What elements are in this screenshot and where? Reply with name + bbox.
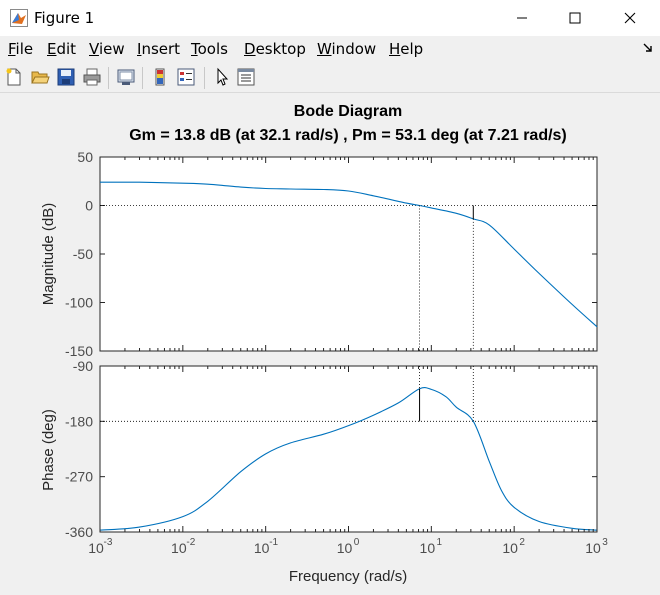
menu-edit[interactable]: Edit <box>47 40 77 58</box>
frequency-xlabel: Frequency (rad/s) <box>289 568 407 585</box>
magnitude-tick-label: 50 <box>77 149 93 165</box>
toolbar-separator <box>142 67 143 89</box>
magnitude-tick-label: 0 <box>85 198 93 214</box>
phase-tick-label: -270 <box>65 469 93 485</box>
window-title: Figure 1 <box>34 9 95 27</box>
close-icon <box>624 12 636 24</box>
new-figure-icon[interactable] <box>4 67 24 87</box>
x-tick-label: 10-2 <box>171 537 196 556</box>
phase-axes <box>99 365 598 533</box>
link-plot-icon[interactable] <box>116 67 136 87</box>
x-tick-exponent: -1 <box>269 537 278 548</box>
phase-tick-label: -90 <box>73 358 93 374</box>
x-tick-exponent: -3 <box>104 537 113 548</box>
menu-insert[interactable]: Insert <box>137 40 181 58</box>
magnitude-axes <box>99 156 598 352</box>
menu-desktop[interactable]: Desktop <box>244 40 306 58</box>
toolbar-separator <box>108 67 109 89</box>
x-tick-exponent: 3 <box>602 537 608 548</box>
x-tick-label: 10-3 <box>88 537 113 556</box>
menu-help[interactable]: Help <box>389 40 424 58</box>
title-bar: Figure 1 <box>0 0 660 36</box>
x-tick-exponent: 2 <box>519 537 525 548</box>
phase-tick-label: -180 <box>65 413 93 429</box>
colorbar-icon[interactable] <box>150 67 170 87</box>
phase-ylabel: Phase (deg) <box>40 409 57 491</box>
toolbar-separator <box>204 67 205 89</box>
magnitude-y-ticks: 50 0 -50 -100 -150 <box>65 149 597 359</box>
minimize-icon <box>517 17 527 19</box>
minimize-button[interactable] <box>497 0 547 36</box>
x-tick-label: 10-1 <box>254 537 279 556</box>
maximize-icon <box>569 12 581 24</box>
x-tick-exponent: 1 <box>437 537 443 548</box>
print-icon[interactable] <box>82 67 102 87</box>
x-tick-label: 101 <box>420 537 443 556</box>
bode-plot: Bode Diagram Gm = 13.8 dB (at 32.1 rad/s… <box>40 103 608 585</box>
save-icon[interactable] <box>56 67 76 87</box>
legend-icon[interactable] <box>176 67 196 87</box>
matlab-icon <box>10 9 28 27</box>
magnitude-curve <box>99 181 598 328</box>
menu-bar: File Edit View Insert Tools Desktop Wind… <box>0 36 660 62</box>
figure-canvas: Bode Diagram Gm = 13.8 dB (at 32.1 rad/s… <box>0 93 660 590</box>
x-tick-label: 100 <box>337 537 360 556</box>
x-tick-label: 102 <box>502 537 525 556</box>
phase-y-ticks: -90 -180 -270 -360 <box>65 358 597 540</box>
menu-view[interactable]: View <box>89 40 125 58</box>
x-tick-exponent: -2 <box>186 537 195 548</box>
plot-title: Bode Diagram <box>294 103 402 120</box>
close-button[interactable] <box>605 0 655 36</box>
plot-subtitle: Gm = 13.8 dB (at 32.1 rad/s) , Pm = 53.1… <box>129 127 567 144</box>
dock-arrow-icon[interactable] <box>642 42 654 54</box>
magnitude-tick-label: -150 <box>65 343 93 359</box>
toolbar <box>0 62 660 93</box>
phase-curve <box>99 386 598 531</box>
magnitude-ylabel: Magnitude (dB) <box>40 203 57 306</box>
menu-tools[interactable]: Tools <box>191 40 228 58</box>
pointer-icon[interactable] <box>212 67 232 87</box>
x-tick-label: 103 <box>585 537 608 556</box>
menu-file[interactable]: File <box>8 40 34 58</box>
phase-tick-label: -360 <box>65 524 93 540</box>
maximize-button[interactable] <box>550 0 600 36</box>
open-folder-icon[interactable] <box>30 67 50 87</box>
magnitude-tick-label: -100 <box>65 295 93 311</box>
x-tick-exponent: 0 <box>354 537 360 548</box>
magnitude-tick-label: -50 <box>73 246 93 262</box>
menu-window[interactable]: Window <box>317 40 377 58</box>
property-inspector-icon[interactable] <box>236 67 256 87</box>
